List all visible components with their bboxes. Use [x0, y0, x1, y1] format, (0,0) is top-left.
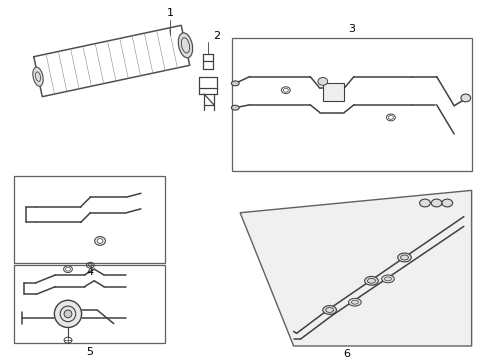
Bar [15, 176, 165, 263]
Ellipse shape [231, 105, 239, 110]
Ellipse shape [323, 306, 337, 314]
Ellipse shape [461, 94, 471, 102]
Ellipse shape [318, 77, 328, 85]
Ellipse shape [64, 310, 72, 318]
Bar [323, 84, 344, 101]
Text: 2: 2 [213, 31, 220, 41]
Bar [15, 265, 165, 343]
Ellipse shape [33, 67, 43, 86]
Text: 4: 4 [86, 267, 94, 277]
Polygon shape [240, 190, 472, 346]
Text: 1: 1 [167, 8, 173, 18]
Ellipse shape [54, 300, 82, 328]
Ellipse shape [348, 298, 361, 306]
Ellipse shape [442, 199, 453, 207]
Ellipse shape [231, 81, 239, 86]
Ellipse shape [178, 33, 193, 58]
Text: 5: 5 [86, 347, 94, 357]
Ellipse shape [382, 275, 394, 283]
Ellipse shape [365, 276, 378, 285]
Ellipse shape [431, 199, 442, 207]
Bar [232, 38, 472, 171]
Ellipse shape [419, 199, 430, 207]
Text: 3: 3 [348, 24, 355, 34]
Ellipse shape [398, 253, 411, 262]
Text: 6: 6 [343, 349, 351, 359]
